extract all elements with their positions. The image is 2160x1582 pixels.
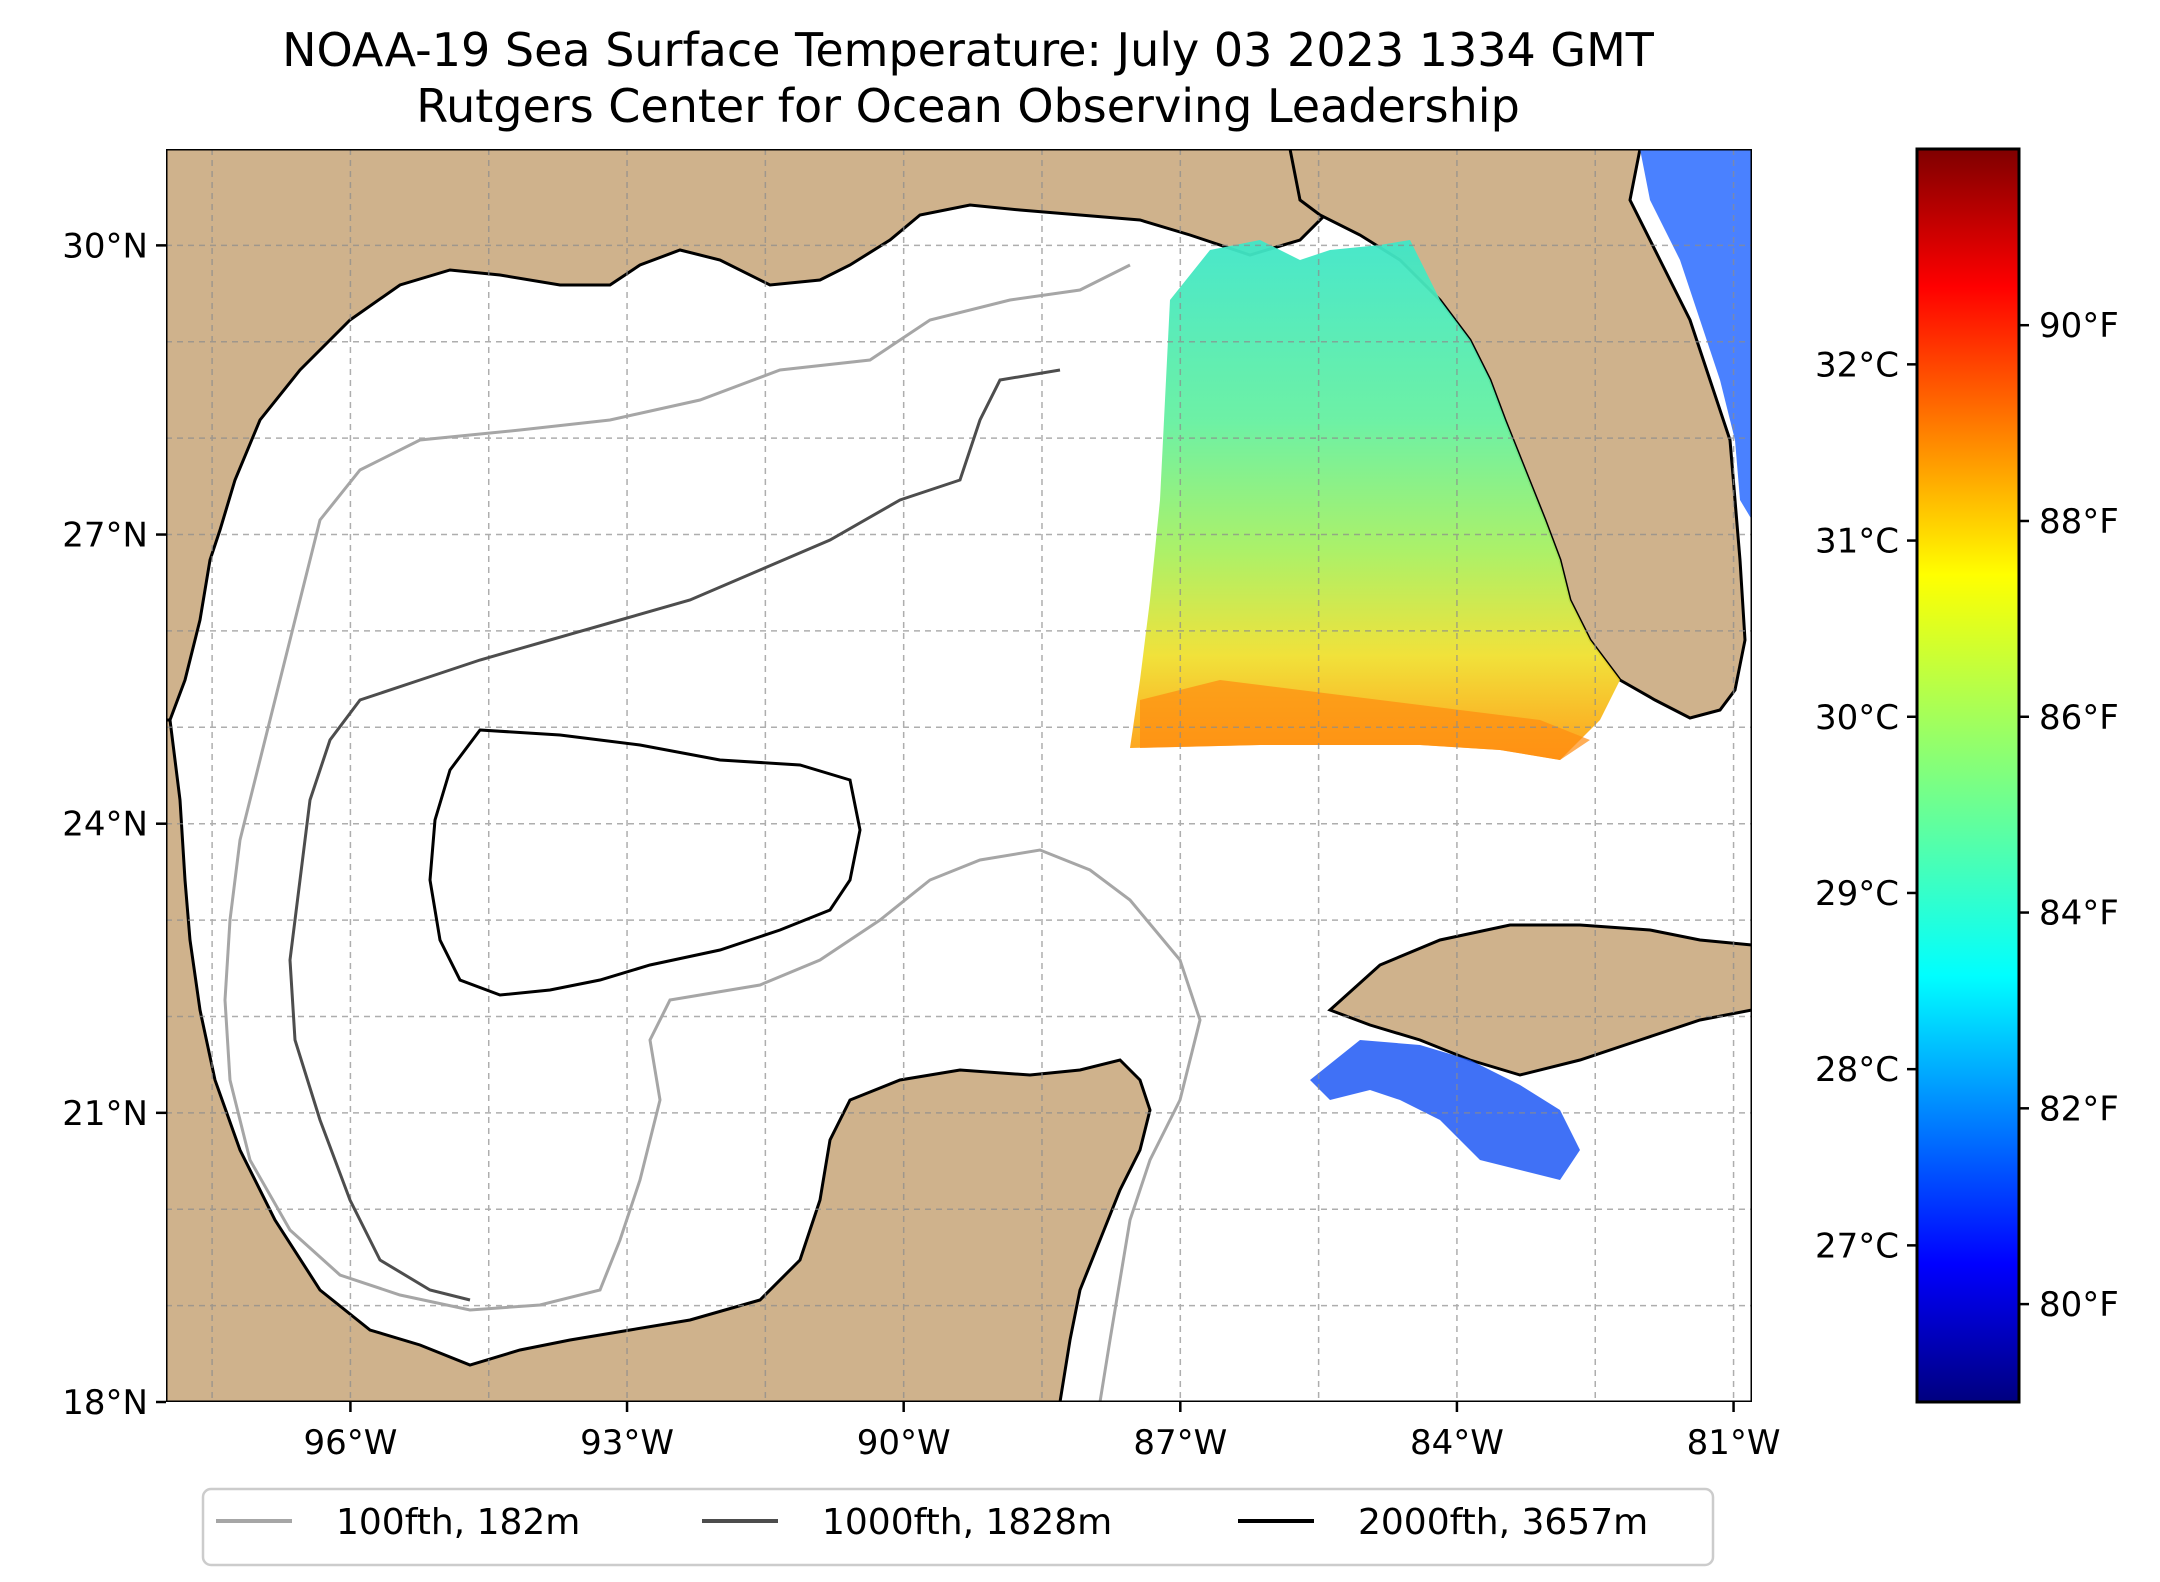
lon-tick-label: 87°W xyxy=(1133,1423,1227,1463)
legend-label-2000fth: 2000fth, 3657m xyxy=(1358,1502,1648,1543)
lat-tick-label: 30°N xyxy=(62,226,148,266)
gridlines xyxy=(166,149,1752,1402)
isobath-100fth xyxy=(223,263,1202,1402)
lon-tick-label: 96°W xyxy=(303,1423,397,1463)
lon-tick-label: 93°W xyxy=(580,1423,674,1463)
fahrenheit-tick-label: 86°F xyxy=(2039,698,2119,738)
lon-tick-label: 84°W xyxy=(1410,1423,1504,1463)
lat-tick-label: 18°N xyxy=(62,1383,148,1423)
map-panel xyxy=(166,149,1752,1402)
sst-caribbean-patch xyxy=(1310,1040,1580,1180)
fahrenheit-tick-label: 80°F xyxy=(2039,1285,2119,1325)
land-us-gulf-coast xyxy=(166,149,1343,722)
lat-tick-label: 24°N xyxy=(62,805,148,845)
colorbar-fahrenheit-axis: 80°F 82°F 84°F 86°F 88°F 90°F xyxy=(2019,306,2119,1325)
legend: 100fth, 182m 1000fth, 1828m 2000fth, 365… xyxy=(201,1487,1715,1567)
lon-tick-label: 90°W xyxy=(857,1423,951,1463)
fahrenheit-tick-label: 88°F xyxy=(2039,502,2119,542)
lon-tick-label: 81°W xyxy=(1687,1423,1781,1463)
fahrenheit-tick-label: 82°F xyxy=(2039,1089,2119,1129)
celsius-tick-label: 27°C xyxy=(1815,1226,1899,1266)
lat-tick-label: 21°N xyxy=(62,1094,148,1134)
fahrenheit-tick-label: 84°F xyxy=(2039,894,2119,934)
sst-warm-band xyxy=(1140,680,1590,760)
legend-label-1000fth: 1000fth, 1828m xyxy=(822,1502,1112,1543)
sst-swath xyxy=(1130,240,1620,760)
colorbar-celsius-axis: 27°C 28°C 29°C 30°C 31°C 32°C xyxy=(1815,345,1917,1266)
colorbar xyxy=(1915,147,2021,1404)
land-cuba xyxy=(1327,923,1752,1077)
celsius-tick-label: 31°C xyxy=(1815,522,1899,562)
sst-atlantic xyxy=(1640,149,1752,520)
legend-label-100fth: 100fth, 182m xyxy=(336,1502,580,1543)
map-title-line-2: Rutgers Center for Ocean Observing Leade… xyxy=(416,79,1520,133)
lat-tick-label: 27°N xyxy=(62,516,148,556)
celsius-tick-label: 32°C xyxy=(1815,345,1899,385)
celsius-tick-label: 28°C xyxy=(1815,1050,1899,1090)
celsius-tick-label: 30°C xyxy=(1815,698,1899,738)
isobath-1000fth xyxy=(288,368,1061,1302)
fahrenheit-tick-label: 90°F xyxy=(2039,306,2119,346)
map-title-line-1: NOAA-19 Sea Surface Temperature: July 03… xyxy=(282,23,1655,77)
map-lon-axis: 96°W 93°W 90°W 87°W 84°W 81°W xyxy=(303,1402,1781,1463)
map-lat-axis: 18°N 21°N 24°N 27°N 30°N xyxy=(62,226,166,1423)
celsius-tick-label: 29°C xyxy=(1815,874,1899,914)
isobath-2000fth xyxy=(428,728,862,997)
